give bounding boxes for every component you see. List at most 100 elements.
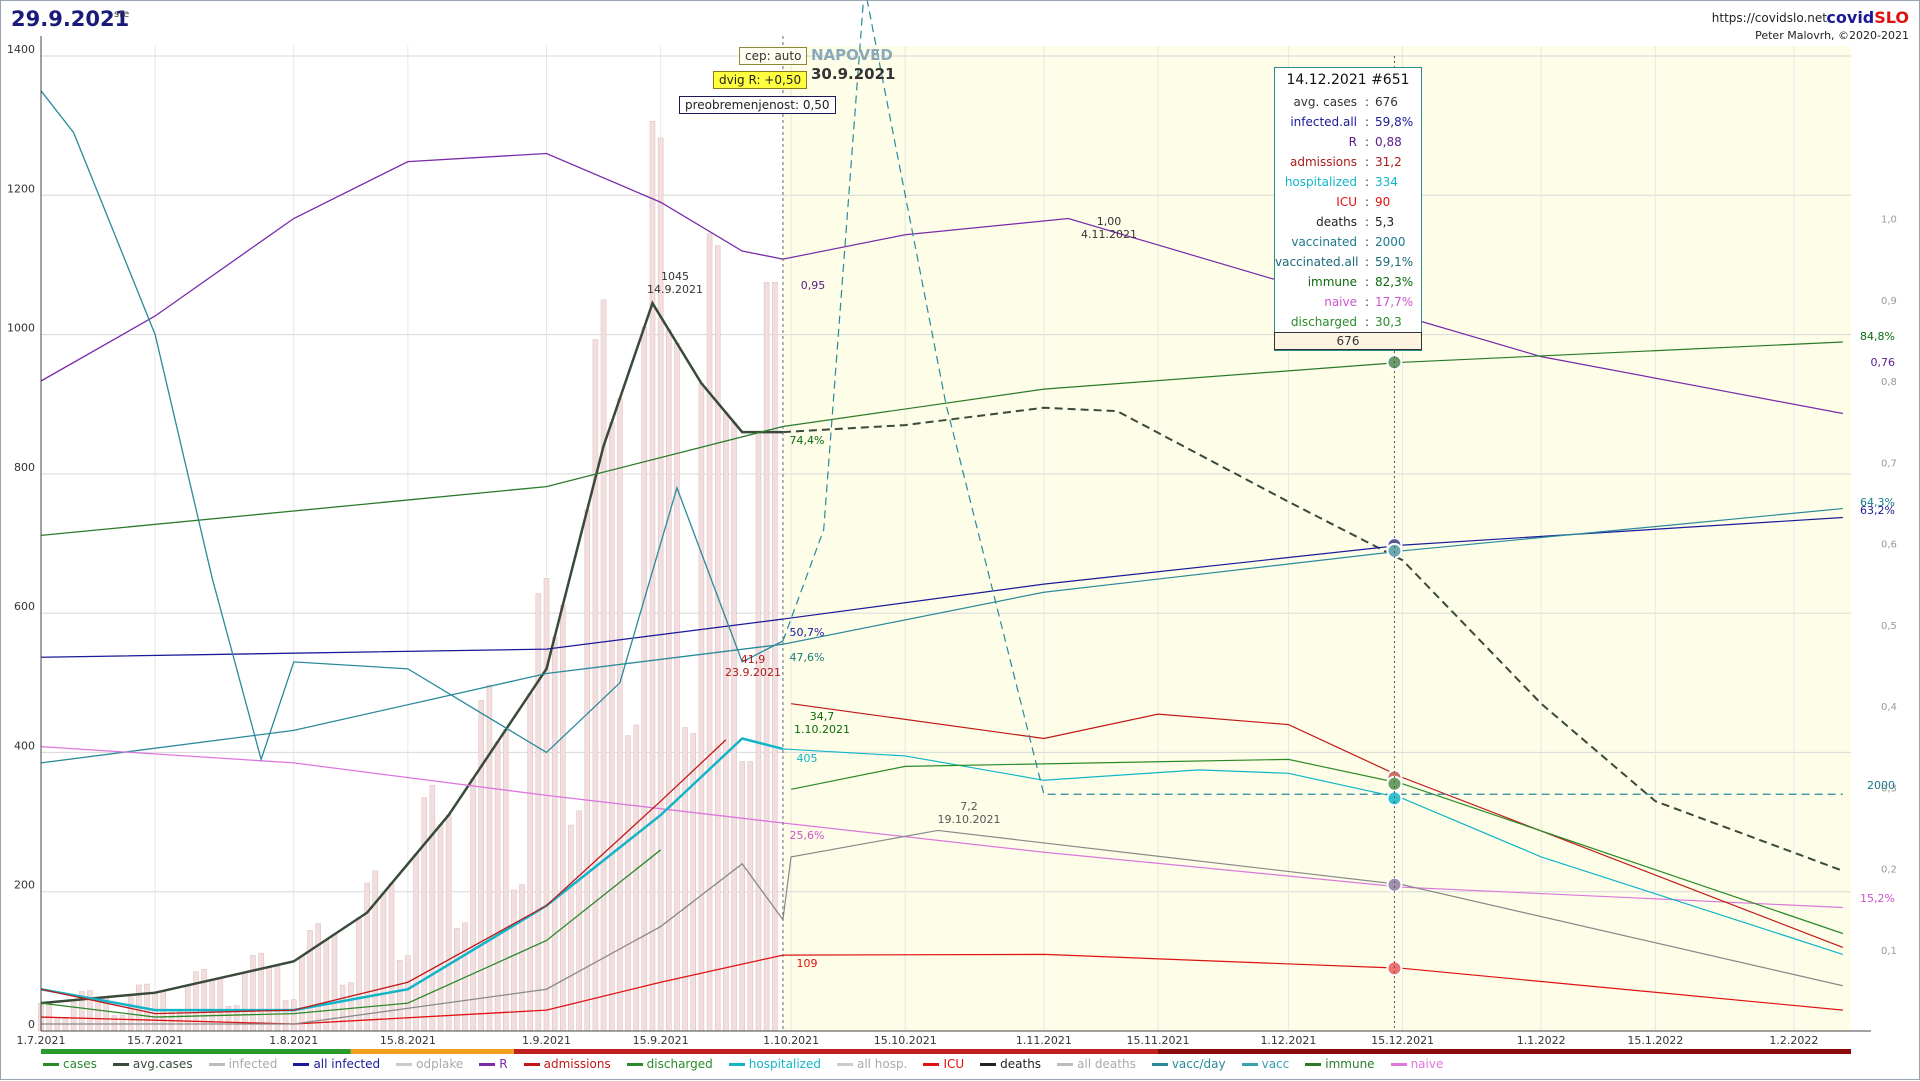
legend-swatch [523, 1062, 540, 1066]
series-forecast-icu [782, 953, 1843, 1011]
legend-item[interactable]: all infected [293, 1055, 380, 1073]
info-value: 334 [1375, 175, 1398, 189]
case-bar [706, 233, 713, 1032]
legend-item[interactable]: admissions [523, 1055, 611, 1073]
legend-label: vacc [1261, 1057, 1290, 1071]
x-tick-label: 15.10.2021 [874, 1034, 937, 1047]
marker-dot [1386, 775, 1403, 792]
series-line-deaths [41, 862, 784, 1025]
legend-item[interactable]: cases [43, 1055, 97, 1073]
info-sep: : [1365, 155, 1370, 169]
legend-item[interactable]: all deaths [1057, 1055, 1136, 1073]
series-line-immune [40, 425, 784, 537]
case-bar [511, 889, 517, 1032]
legend-label: admissions [543, 1057, 611, 1071]
case-bar [266, 966, 273, 1032]
case-bar [356, 917, 362, 1032]
case-bar [258, 952, 264, 1032]
case-bar [560, 604, 566, 1032]
info-title: 14.12.2021 #651 [1286, 72, 1410, 88]
legend-label: discharged [646, 1057, 713, 1071]
series-forecast-vacc-day [782, 1, 1843, 795]
case-bar [413, 853, 419, 1032]
legend-swatch [479, 1062, 496, 1066]
data-label: 0,95 [801, 279, 826, 292]
data-label-date: 23.9.2021 [725, 666, 781, 679]
case-bar [543, 578, 550, 1032]
site-url-link[interactable]: https://covidslo.net [1711, 11, 1827, 25]
series-forecast-naive [782, 822, 1843, 909]
strain-selector[interactable]: cep: auto [739, 47, 808, 65]
info-row: naive:17,7% [1275, 292, 1421, 312]
info-value: 90 [1375, 195, 1391, 209]
marker-dot [1386, 876, 1403, 893]
legend-item[interactable]: vacc [1241, 1055, 1290, 1073]
legend-item[interactable]: avg.cases [112, 1055, 193, 1073]
legend-item[interactable]: R [479, 1055, 508, 1073]
x-tick-label: 1.9.2021 [522, 1034, 571, 1047]
y2-tick-label: 0,3 [1881, 783, 1897, 794]
legend-swatch [396, 1062, 413, 1066]
case-bar [282, 1000, 289, 1032]
info-sep: : [1365, 295, 1370, 309]
info-key: vaccinated.all [1275, 255, 1359, 269]
case-bar [364, 882, 370, 1032]
legend-swatch [1390, 1062, 1407, 1066]
info-footer: 676 [1274, 332, 1422, 350]
data-label: 41,9 [741, 653, 766, 666]
case-bar [698, 383, 705, 1032]
marker-dot [1386, 960, 1403, 977]
x-tick-label: 15.1.2022 [1627, 1034, 1683, 1047]
case-bar [755, 431, 762, 1032]
info-row: deaths:5,3 [1275, 212, 1421, 232]
info-key: discharged [1290, 315, 1357, 329]
info-key: infected.all [1290, 115, 1357, 129]
case-bar [747, 761, 754, 1032]
data-label: 34,7 [810, 710, 835, 723]
case-bar [600, 299, 607, 1032]
case-bar [429, 785, 436, 1032]
x-tick-label: 1.11.2021 [1016, 1034, 1072, 1047]
legend-swatch [923, 1062, 940, 1066]
case-bar [380, 892, 387, 1032]
data-label: 15,2% [1860, 892, 1895, 905]
legend-swatch [728, 1062, 745, 1066]
series-line-discharged [40, 849, 662, 1018]
case-bar [348, 982, 354, 1032]
data-label: 1045 [661, 270, 689, 283]
legend-item[interactable]: hospitalized [728, 1055, 821, 1073]
status-strip [1157, 1049, 1851, 1054]
tooltip-info-box: 14.12.2021 #651 avg. cases:676 infected.a… [1274, 67, 1422, 351]
series-forecast-vacc [782, 507, 1843, 645]
data-label: 25,6% [790, 829, 825, 842]
legend-item[interactable]: deaths [980, 1055, 1041, 1073]
overload-field[interactable]: preobremenjenost: 0,50 [679, 96, 836, 114]
case-bar [494, 741, 501, 1032]
legend-item[interactable]: discharged [626, 1055, 713, 1073]
series-line-admissions [40, 739, 727, 1015]
legend-item[interactable]: vacc/day [1151, 1055, 1226, 1073]
legend-item[interactable]: odplake [396, 1055, 463, 1073]
case-bar [290, 999, 297, 1032]
brand-part-a: covid [1826, 8, 1875, 27]
legend-item[interactable]: ICU [923, 1055, 964, 1073]
case-bar [535, 593, 542, 1032]
case-bar [339, 984, 346, 1032]
data-label: 50,7% [790, 626, 825, 639]
r-shift-button[interactable]: dvig R: +0,50 [713, 71, 808, 89]
case-bar [168, 1011, 175, 1032]
legend-item[interactable]: infected [208, 1055, 277, 1073]
info-sep: : [1365, 115, 1370, 129]
marker-dot [1386, 790, 1403, 807]
legend-item[interactable]: naive [1390, 1055, 1443, 1073]
legend-label: cases [63, 1057, 97, 1071]
case-bar [625, 735, 631, 1032]
info-sep: : [1365, 175, 1370, 189]
legend-swatch [293, 1062, 310, 1066]
case-bar [502, 729, 509, 1032]
legend-item[interactable]: immune [1305, 1055, 1375, 1073]
case-bar [551, 636, 558, 1032]
info-key: naive [1324, 295, 1357, 309]
legend-item[interactable]: all hosp. [836, 1055, 907, 1073]
